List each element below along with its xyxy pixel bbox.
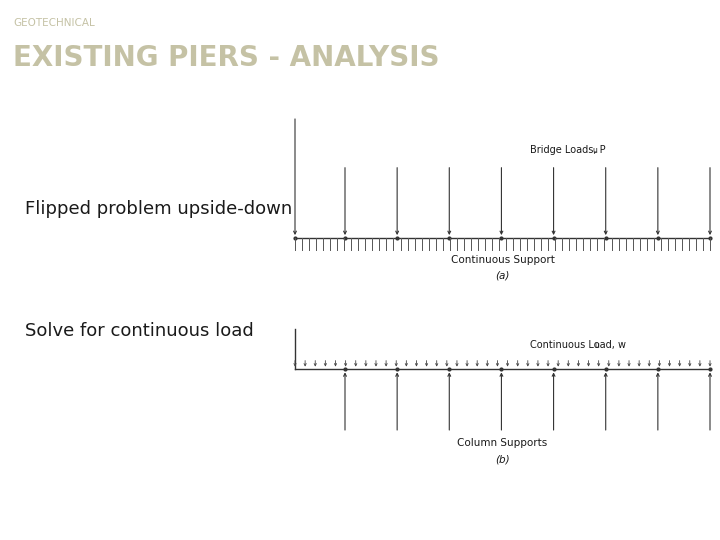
Text: u: u [592,146,597,155]
Text: u: u [594,341,599,350]
Text: (a): (a) [495,271,510,281]
Text: Flipped problem upside-down: Flipped problem upside-down [25,200,292,218]
Text: Bridge Loads, P: Bridge Loads, P [530,145,606,155]
Text: GEOTECHNICAL: GEOTECHNICAL [13,18,95,29]
Text: Continuous Support: Continuous Support [451,255,554,265]
Text: Column Supports: Column Supports [457,438,548,448]
Text: (b): (b) [495,454,510,464]
Text: EXISTING PIERS - ANALYSIS: EXISTING PIERS - ANALYSIS [13,44,439,72]
Text: Solve for continuous load: Solve for continuous load [25,321,253,340]
Text: Continuous Load, w: Continuous Load, w [530,340,626,350]
